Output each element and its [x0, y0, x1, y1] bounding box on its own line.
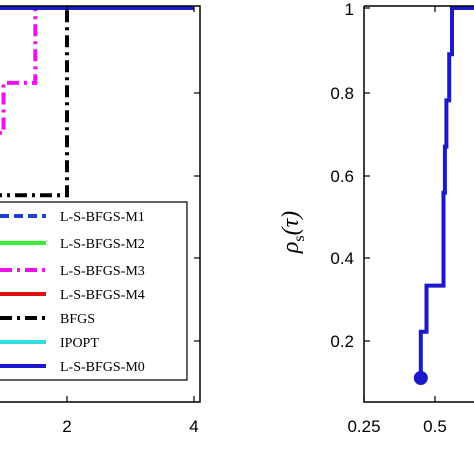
right-y-tick-label-0-4: 0.4	[330, 249, 354, 268]
legend-item-l-s-bfgs-m4: L-S-BFGS-M4	[0, 288, 145, 303]
left-series-line-2	[0, 6, 194, 10]
legend-item-l-s-bfgs-m2: L-S-BFGS-M2	[0, 237, 145, 252]
left-axes-box	[0, 5, 201, 403]
right-y-tick-label-0-6: 0.6	[330, 167, 354, 186]
left-x-ticks	[66, 6, 200, 402]
legend-item-l-s-bfgs-m1: L-S-BFGS-M1	[0, 210, 145, 225]
left-x-tick-label-2: 2	[62, 417, 71, 436]
legend-box	[0, 201, 188, 381]
right-y-tick-label-0-8: 0.8	[330, 84, 354, 103]
legend-item-bfgs: BFGS	[0, 312, 95, 327]
legend-label-l-s-bfgs-m0: L-S-BFGS-M0	[60, 360, 145, 375]
legend-label-l-s-bfgs-m2: L-S-BFGS-M2	[60, 237, 145, 252]
svg-text:ρs(τ): ρs(τ)	[278, 211, 308, 254]
right-start-marker	[413, 371, 428, 385]
legend-label-l-s-bfgs-m4: L-S-BFGS-M4	[60, 288, 145, 303]
right-plot-lines	[413, 6, 474, 385]
right-y-axis-label: ρs(τ)	[278, 211, 308, 254]
legend-item-l-s-bfgs-m0: L-S-BFGS-M0	[0, 360, 145, 375]
legend-item-ipopt: IPOPT	[0, 336, 99, 351]
left-x-tick-label-4: 4	[189, 417, 198, 436]
legend-label-bfgs: BFGS	[60, 312, 95, 327]
legend-label-l-s-bfgs-m1: L-S-BFGS-M1	[60, 210, 145, 225]
legend: L-S-BFGS-M1 L-S-BFGS-M2 L-S-BFGS-M3 L-S-…	[0, 201, 188, 381]
left-panel: 2 4 L-S-BFGS-M1 L-S-BFGS-M2 L-S-BFGS-M3	[0, 5, 201, 436]
legend-label-ipopt: IPOPT	[60, 336, 99, 351]
legend-label-l-s-bfgs-m3: L-S-BFGS-M3	[60, 264, 145, 279]
left-series-line-1	[0, 6, 194, 198]
right-y-ticks	[364, 7, 370, 342]
legend-item-l-s-bfgs-m3: L-S-BFGS-M3	[0, 264, 145, 279]
right-x-tick-label-0-5: 0.5	[423, 417, 447, 436]
right-x-tick-label-0-25: 0.25	[347, 417, 380, 436]
right-y-axis-label-rho: ρ	[278, 242, 304, 255]
right-y-axis-label-arg: (τ)	[278, 211, 304, 236]
right-x-ticks	[363, 6, 436, 402]
right-y-tick-label-0-2: 0.2	[330, 332, 354, 351]
legend-items: L-S-BFGS-M1 L-S-BFGS-M2 L-S-BFGS-M3 L-S-…	[0, 210, 145, 375]
right-y-tick-label-1: 1	[345, 0, 354, 19]
right-panel: 1 0.8 0.6 0.4 0.2 0.25 0.5 ρs(τ)	[278, 0, 474, 436]
right-series-line-0	[418, 6, 474, 378]
right-y-axis-label-sub: s	[291, 235, 308, 241]
